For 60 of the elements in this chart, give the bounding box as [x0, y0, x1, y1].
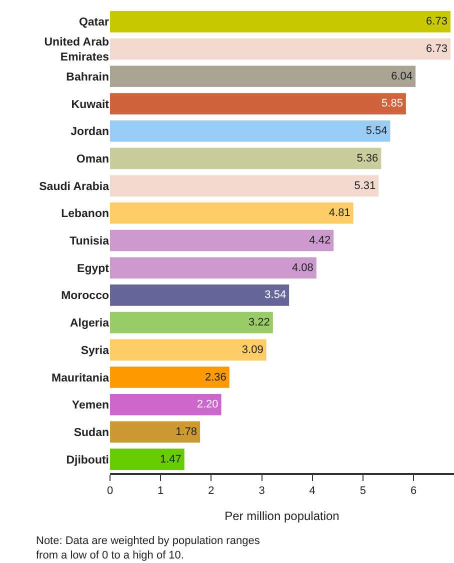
y-tick-label: United Arab Emirates	[44, 36, 109, 64]
bar	[110, 366, 230, 388]
bar	[110, 284, 290, 306]
data-label: 3.09	[242, 344, 264, 356]
data-label: 3.22	[248, 316, 270, 329]
y-tick-label: Egypt	[77, 262, 110, 275]
data-label: 3.54	[264, 289, 286, 302]
bar	[110, 66, 416, 88]
bar	[110, 257, 316, 279]
data-label: 5.54	[366, 125, 388, 138]
data-label: 6.73	[426, 43, 448, 56]
x-tick-label: 1	[158, 485, 164, 498]
y-tick-label: Algeria	[70, 318, 110, 330]
y-tick-label: Sudan	[74, 426, 109, 439]
bar	[110, 202, 354, 224]
data-label: 2.20	[196, 398, 218, 411]
y-tick-label: Jordan	[70, 126, 109, 138]
bar	[110, 11, 450, 32]
y-tick-label: Morocco	[61, 290, 109, 302]
bar	[110, 339, 266, 361]
y-tick-label: Yemen	[72, 400, 109, 412]
bar	[110, 312, 273, 334]
y-tick-label: Tunisia	[70, 236, 110, 248]
x-axis-title: Per million population	[224, 509, 340, 523]
y-tick-label: Djibouti	[66, 454, 109, 466]
y-tick-label: Qatar	[78, 16, 110, 29]
data-label: 5.36	[356, 152, 378, 164]
y-tick-label: Kuwait	[71, 98, 110, 111]
y-tick-label: Saudi Arabia	[39, 180, 110, 193]
y-tick-label: Mauritania	[51, 372, 110, 384]
bar	[110, 421, 200, 443]
x-tick-label: 5	[360, 485, 366, 498]
data-label: 1.47	[160, 453, 182, 466]
y-tick-label: Oman	[76, 153, 109, 166]
bar	[110, 448, 184, 470]
bar	[110, 148, 382, 170]
data-label: 4.42	[309, 234, 331, 246]
data-label: 4.81	[328, 207, 350, 220]
bar	[110, 93, 406, 114]
y-tick-label: Lebanon	[61, 208, 109, 220]
x-tick-label: 6	[410, 485, 417, 498]
data-label: 5.31	[354, 180, 376, 192]
x-tick-label: 4	[309, 485, 316, 498]
y-tick-label: Syria	[80, 344, 110, 357]
data-label: 4.08	[292, 262, 314, 274]
bar	[110, 230, 334, 252]
bar	[110, 394, 222, 416]
bar	[110, 38, 450, 60]
x-tick-label: 2	[208, 485, 214, 498]
bar	[110, 120, 390, 142]
data-label: 2.36	[204, 371, 226, 384]
x-tick-label: 0	[106, 485, 114, 498]
data-label: 1.78	[176, 426, 198, 438]
y-tick-label: Bahrain	[66, 71, 109, 84]
data-label: 5.85	[382, 98, 403, 110]
x-tick-label: 3	[258, 485, 265, 498]
data-label: 6.04	[391, 70, 413, 82]
text: Note: Data are weighted by population ranges from a low of 0 to a high of 10.	[36, 535, 260, 562]
bar	[110, 175, 379, 196]
data-label: 6.73	[426, 16, 448, 28]
